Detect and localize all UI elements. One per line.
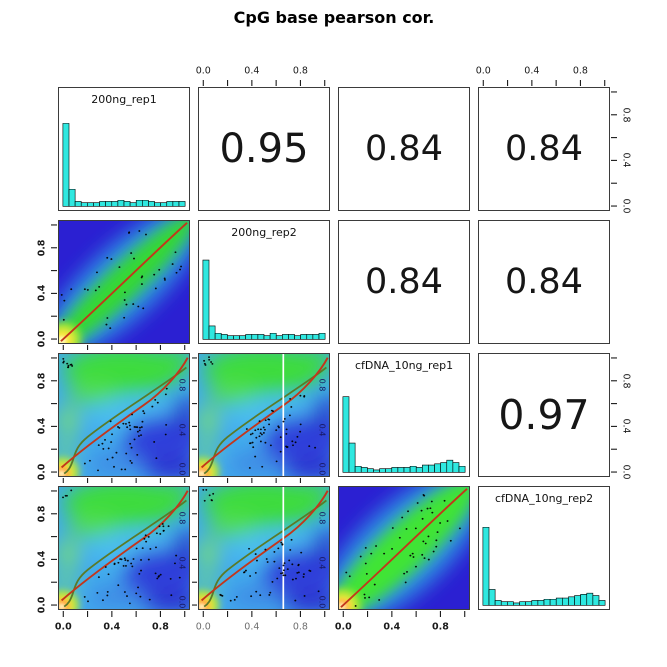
- inner-axis-label: 0.0: [177, 462, 187, 476]
- histogram-bars: [199, 221, 329, 343]
- axis-tick-label: 0.8: [572, 65, 588, 77]
- histogram-bars: [479, 487, 609, 609]
- axis-tick-label: 0.0: [36, 463, 48, 481]
- axis-tick-label: 0.8: [620, 373, 632, 389]
- correlation-value: 0.97: [498, 390, 590, 439]
- panel-correlation-r2c3: 0.84: [338, 220, 470, 344]
- axis-tick-label: 0.4: [36, 550, 48, 568]
- correlation-value: 0.84: [505, 128, 583, 169]
- axis-tick-label: 0.0: [620, 198, 632, 214]
- inner-axis-label: 0.4: [317, 556, 327, 570]
- axis-tick-label: 0.4: [244, 621, 260, 633]
- correlation-value: 0.84: [365, 261, 443, 302]
- inner-axis-label: 0.0: [317, 462, 327, 476]
- inner-axis-label: 0.8: [317, 378, 327, 392]
- panel-correlation-r1c3: 0.84: [338, 87, 470, 211]
- panel-smooth-scatter-r4c2: 0.8 0.4 0.0: [198, 486, 330, 610]
- smooth-scatter-plot: [59, 354, 189, 476]
- axis-tick-label: 0.8: [36, 372, 48, 390]
- axis-tick-label: 0.0: [195, 621, 211, 633]
- histogram-title: 200ng_rep1: [91, 93, 157, 106]
- axis-tick-label: 0.8: [36, 239, 48, 257]
- panel-histogram-200ng_rep1: 200ng_rep1: [58, 87, 190, 211]
- panel-correlation-r3c4: 0.97: [478, 353, 610, 477]
- histogram-bars: [59, 88, 189, 210]
- inner-axis-label: 0.8: [177, 511, 187, 525]
- inner-axis-label: 0.4: [177, 423, 187, 437]
- axis-tick-label: 0.4: [244, 65, 260, 77]
- axis-tick-label: 0.0: [475, 65, 491, 77]
- axis-tick-label: 0.4: [383, 621, 401, 633]
- axis-tick-label: 0.0: [36, 330, 48, 348]
- panel-correlation-r1c2: 0.95: [198, 87, 330, 211]
- inner-axis-label: 0.8: [317, 511, 327, 525]
- panel-correlation-r2c4: 0.84: [478, 220, 610, 344]
- smooth-scatter-plot: [199, 487, 329, 609]
- panel-histogram-cfDNA_10ng_rep2: cfDNA_10ng_rep2: [478, 486, 610, 610]
- inner-axis-label: 0.4: [317, 423, 327, 437]
- inner-axis-label: 0.0: [317, 595, 327, 609]
- histogram-title: 200ng_rep2: [231, 226, 297, 239]
- axis-tick-label: 0.8: [292, 621, 308, 633]
- panel-smooth-scatter-r2c1: [58, 220, 190, 344]
- correlation-value: 0.84: [365, 128, 443, 169]
- panel-smooth-scatter-r4c1: 0.8 0.4 0.0: [58, 486, 190, 610]
- inner-axis-label: 0.0: [177, 595, 187, 609]
- axis-tick-label: 0.4: [36, 417, 48, 435]
- axis-tick-label: 0.8: [620, 107, 632, 123]
- axis-tick-label: 0.0: [36, 596, 48, 614]
- plot-title: CpG base pearson cor.: [233, 8, 435, 27]
- panel-histogram-200ng_rep2: 200ng_rep2: [198, 220, 330, 344]
- histogram-bars: [339, 354, 469, 476]
- histogram-title: cfDNA_10ng_rep1: [354, 359, 454, 372]
- panel-smooth-scatter-r3c2: 0.8 0.4 0.0: [198, 353, 330, 477]
- panel-histogram-cfDNA_10ng_rep1: cfDNA_10ng_rep1: [338, 353, 470, 477]
- smooth-scatter-plot: [339, 487, 469, 609]
- axis-tick-label: 0.8: [432, 621, 449, 633]
- axis-tick-label: 0.8: [36, 505, 48, 523]
- axis-tick-label: 0.0: [620, 464, 632, 480]
- panel-smooth-scatter-r4c3: [338, 486, 470, 610]
- axis-tick-label: 0.0: [195, 65, 211, 77]
- inner-axis-label: 0.4: [177, 556, 187, 570]
- panel-correlation-r1c4: 0.84: [478, 87, 610, 211]
- axis-tick-label: 0.4: [36, 284, 48, 302]
- panel-smooth-scatter-r3c1: 0.8 0.4 0.0: [58, 353, 190, 477]
- smooth-scatter-plot: [199, 354, 329, 476]
- axis-tick-label: 0.8: [292, 65, 308, 77]
- smooth-scatter-plot: [59, 221, 189, 343]
- smooth-scatter-plot: [59, 487, 189, 609]
- correlation-value: 0.95: [219, 126, 309, 172]
- axis-tick-label: 0.0: [334, 621, 352, 633]
- axis-tick-label: 0.8: [152, 621, 169, 633]
- axis-tick-label: 0.0: [54, 621, 72, 633]
- axis-tick-label: 0.4: [620, 418, 632, 434]
- inner-axis-label: 0.8: [177, 378, 187, 392]
- correlation-value: 0.84: [505, 261, 583, 302]
- histogram-title: cfDNA_10ng_rep2: [494, 492, 594, 505]
- axis-tick-label: 0.4: [103, 621, 121, 633]
- axis-tick-label: 0.4: [620, 152, 632, 168]
- axis-tick-label: 0.4: [524, 65, 540, 77]
